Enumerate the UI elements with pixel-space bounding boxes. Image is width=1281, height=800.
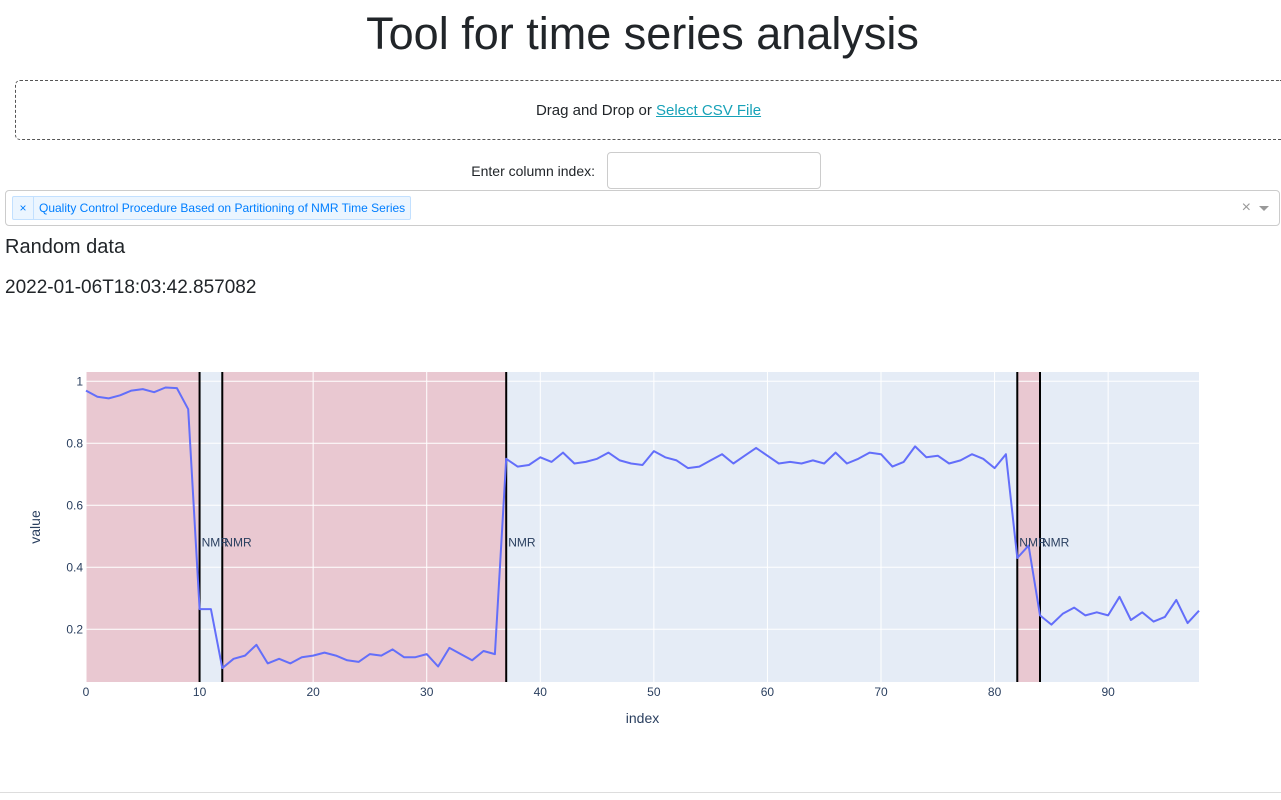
shaded-region: [222, 372, 507, 682]
upload-prompt: Drag and Drop or: [535, 102, 656, 119]
shaded-region: [1017, 372, 1040, 682]
column-index-label: Enter column index:: [471, 163, 595, 179]
x-tick-label: 40: [534, 685, 548, 699]
dataset-name: Random data: [5, 236, 126, 258]
selected-method-tag: × Quality Control Procedure Based on Par…: [12, 196, 412, 220]
x-tick-label: 60: [761, 685, 775, 699]
change-point-label: NMR: [1019, 536, 1047, 550]
method-dropdown[interactable]: × Quality Control Procedure Based on Par…: [5, 190, 1280, 226]
column-index-input[interactable]: [607, 152, 821, 189]
csv-upload-dropzone[interactable]: Drag and Drop or Select CSV File: [15, 80, 1281, 140]
y-tick-label: 1: [76, 374, 83, 388]
y-tick-label: 0.6: [66, 498, 83, 512]
change-point-label: NMR: [202, 536, 230, 550]
clear-icon[interactable]: ×: [1241, 199, 1251, 216]
select-csv-link[interactable]: Select CSV File: [656, 102, 762, 119]
y-tick-label: 0.2: [66, 622, 83, 636]
x-tick-label: 0: [83, 685, 90, 699]
x-tick-label: 50: [647, 685, 661, 699]
y-tick-label: 0.8: [66, 436, 83, 450]
dataset-timestamp: 2022-01-06T18:03:42.857082: [5, 277, 257, 298]
column-index-row: Enter column index:: [0, 152, 1281, 190]
x-tick-label: 20: [306, 685, 320, 699]
x-tick-label: 30: [420, 685, 434, 699]
change-point-label: NMR: [508, 536, 536, 550]
y-tick-label: 0.4: [66, 560, 83, 574]
x-tick-label: 10: [193, 685, 207, 699]
divider: [0, 792, 1281, 793]
x-tick-label: 70: [874, 685, 888, 699]
series-line: [85, 386, 1200, 670]
shaded-region: [86, 372, 200, 682]
selected-method-label: Quality Control Procedure Based on Parti…: [39, 201, 406, 215]
change-point-label: NMR: [224, 536, 252, 550]
x-tick-label: 80: [988, 685, 1002, 699]
y-axis-title: value: [27, 510, 43, 544]
remove-tag-icon[interactable]: ×: [13, 197, 34, 219]
chevron-down-icon[interactable]: [1259, 206, 1269, 211]
x-axis-title: index: [626, 710, 659, 726]
x-tick-label: 90: [1101, 685, 1115, 699]
change-point-label: NMR: [1042, 536, 1070, 550]
page-title: Tool for time series analysis: [366, 8, 919, 59]
